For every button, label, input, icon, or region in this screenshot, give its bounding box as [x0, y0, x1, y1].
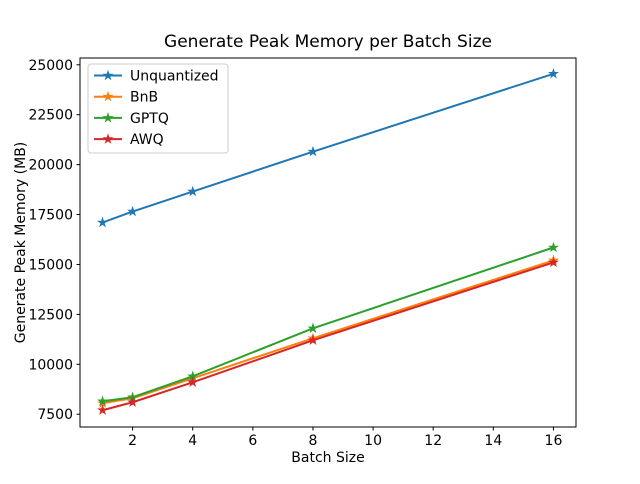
data-point-marker-unquantized [547, 67, 559, 79]
data-point-marker-awq [187, 376, 199, 387]
x-tick-label: 10 [364, 433, 382, 449]
data-point-marker-awq [547, 256, 559, 268]
x-tick-label: 8 [309, 433, 318, 449]
y-tick-label: 17500 [28, 208, 73, 224]
data-point-marker-gptq [307, 322, 319, 334]
x-tick-label: 12 [424, 433, 442, 449]
data-point-marker-unquantized [187, 185, 199, 197]
legend-label: GPTQ [130, 111, 169, 127]
legend-label: Unquantized [130, 69, 219, 85]
data-point-marker-awq [307, 334, 319, 346]
data-point-marker-unquantized [307, 145, 319, 157]
legend-entry-gptq: GPTQ [94, 111, 169, 127]
y-tick-label: 20000 [28, 158, 73, 174]
y-tick-label: 25000 [28, 58, 73, 74]
plot-area: 2 4 6 8 10 12 14 16 7500 10000 12500 15000 17500 2000… [28, 57, 577, 449]
series-line-bnb [102, 259, 554, 405]
legend-marker-star [102, 69, 114, 81]
series-line-awq [102, 261, 554, 412]
legend-entry-bnb: BnB [94, 90, 158, 106]
x-tick-label: 4 [188, 433, 197, 449]
legend-entry-unquantized: Unquantized [94, 69, 219, 85]
legend: Unquantized BnB GPTQ AWQ [87, 63, 229, 154]
data-point-marker-gptq [97, 395, 109, 406]
x-tick-label: 6 [248, 433, 257, 449]
data-point-marker-gptq [547, 241, 559, 253]
y-tick-label: 22500 [28, 108, 73, 124]
legend-entry-awq: AWQ [94, 132, 164, 148]
x-tick-label: 16 [545, 433, 563, 449]
x-tick-label: 14 [484, 433, 502, 449]
series-line-gptq [102, 246, 554, 403]
data-point-marker-awq [127, 396, 139, 407]
plot-border [79, 57, 577, 428]
data-point-marker-unquantized [127, 205, 139, 217]
data-point-marker-unquantized [97, 216, 109, 228]
y-axis-label: Generate Peak Memory (MB) [13, 142, 29, 344]
legend-marker-star [102, 133, 114, 144]
x-tick-label: 2 [128, 433, 137, 449]
y-tick-label: 15000 [28, 257, 73, 273]
legend-marker-star [102, 90, 114, 102]
y-tick-label: 7500 [37, 407, 73, 423]
y-tick-label: 10000 [28, 357, 73, 373]
legend-label: AWQ [130, 132, 164, 148]
y-tick-label: 12500 [28, 307, 73, 323]
legend-box [87, 63, 229, 154]
x-axis-label: Batch Size [291, 450, 364, 466]
legend-marker-star [102, 112, 114, 123]
legend-label: BnB [130, 90, 158, 106]
data-point-marker-awq [97, 404, 109, 415]
chart-title: Generate Peak Memory per Batch Size [164, 32, 492, 52]
data-point-marker-gptq [187, 370, 199, 381]
